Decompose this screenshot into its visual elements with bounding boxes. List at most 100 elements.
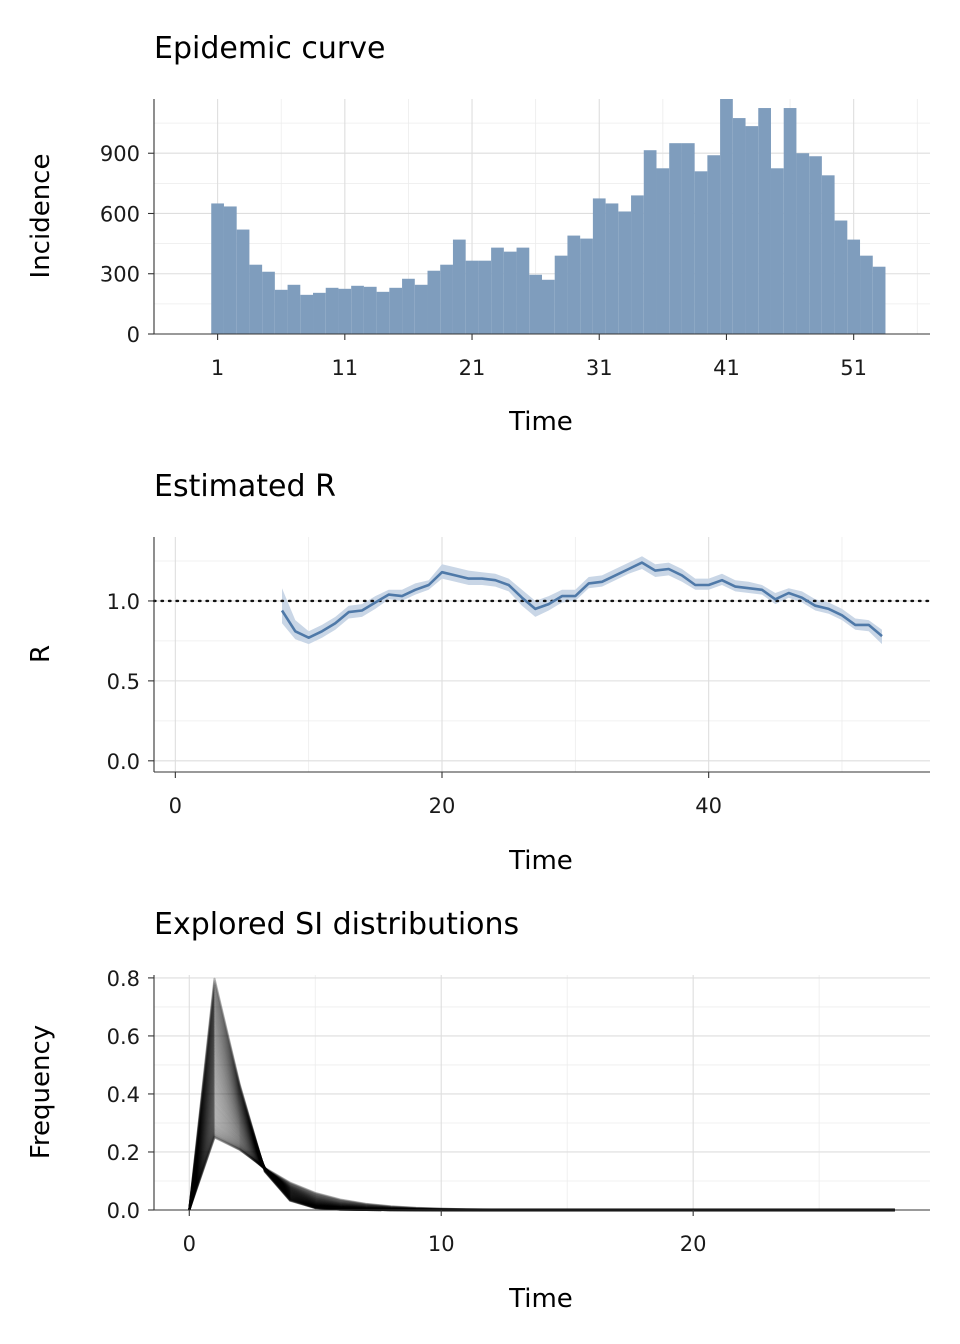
estimated-r-y-title: R — [26, 645, 56, 663]
y-tick-label: 0.5 — [107, 670, 140, 694]
incidence-bar — [376, 291, 390, 334]
incidence-bar — [732, 118, 746, 334]
incidence-bar — [414, 284, 428, 334]
incidence-bar — [592, 198, 606, 334]
incidence-bar — [478, 260, 492, 334]
incidence-bar — [847, 239, 861, 334]
y-tick-label: 0.8 — [107, 967, 140, 991]
epidemic-curve-title: Epidemic curve — [154, 31, 385, 66]
incidence-bar — [236, 229, 250, 334]
incidence-bar — [681, 143, 695, 334]
si-distribution-line — [188, 1032, 895, 1212]
incidence-bar — [465, 260, 479, 334]
x-tick-label: 31 — [586, 356, 613, 380]
incidence-bar — [351, 285, 364, 334]
incidence-bar — [656, 168, 670, 334]
estimated-r-ticks: 0 20 40 0.0 0.5 1.0 — [107, 590, 722, 818]
incidence-bar — [402, 278, 415, 334]
si-distributions-x-title: Time — [508, 1284, 573, 1314]
r-confidence-band — [282, 556, 882, 645]
incidence-bar — [707, 155, 721, 334]
incidence-bar — [300, 294, 314, 334]
si-distribution-line — [188, 990, 895, 1212]
si-distribution-line — [188, 1022, 895, 1212]
incidence-bar — [783, 108, 797, 335]
incidence-bar — [580, 238, 593, 334]
incidence-bar — [542, 279, 555, 334]
incidence-bar — [745, 126, 759, 334]
si-distribution-line — [188, 1019, 895, 1212]
si-distribution-line — [188, 1030, 895, 1212]
y-tick-label: 1.0 — [107, 590, 140, 614]
si-distribution-line — [188, 991, 895, 1212]
incidence-bar — [554, 255, 568, 334]
y-tick-label: 300 — [100, 263, 140, 287]
epidemic-curve-x-title: Time — [508, 407, 573, 437]
si-distribution-line — [188, 1005, 895, 1212]
x-tick-label: 0 — [169, 794, 182, 818]
y-tick-label: 900 — [100, 142, 140, 166]
si-distribution-line — [188, 1012, 895, 1212]
si-distribution-line — [188, 1010, 895, 1212]
incidence-bar — [211, 203, 224, 334]
incidence-bar — [669, 143, 682, 334]
r-mean-line — [280, 561, 883, 639]
incidence-bar — [770, 168, 784, 334]
incidence-bar — [631, 195, 644, 334]
incidence-bar — [872, 266, 886, 334]
si-distribution-line — [188, 1002, 895, 1212]
x-tick-label: 1 — [211, 356, 224, 380]
si-distribution-line — [188, 998, 895, 1212]
incidence-bar — [338, 288, 352, 334]
incidence-bar — [249, 264, 263, 334]
incidence-bar — [313, 292, 326, 334]
si-distribution-line — [188, 983, 895, 1212]
y-tick-label: 0 — [127, 323, 140, 347]
incidence-bar — [643, 150, 657, 334]
epidemic-curve-bars — [211, 99, 886, 335]
incidence-bar — [529, 274, 542, 334]
x-tick-label: 10 — [428, 1232, 455, 1256]
y-tick-label: 0.0 — [107, 1199, 140, 1223]
x-tick-label: 40 — [695, 794, 722, 818]
si-distributions-title: Explored SI distributions — [154, 907, 519, 942]
incidence-bar — [694, 171, 708, 334]
si-distribution-line — [188, 1009, 895, 1212]
incidence-bar — [516, 247, 530, 334]
si-distributions-y-title: Frequency — [26, 1025, 56, 1159]
estimated-r-panel: Estimated R 0 20 40 0.0 0.5 1.0 Time R — [26, 469, 932, 876]
si-distribution-line — [188, 997, 895, 1212]
incidence-bar — [491, 247, 504, 334]
incidence-bar — [618, 211, 632, 334]
x-tick-label: 21 — [459, 356, 486, 380]
incidence-bar — [834, 220, 848, 334]
incidence-bar — [452, 239, 466, 334]
si-distribution-line — [188, 1000, 895, 1212]
y-tick-label: 0.6 — [107, 1025, 140, 1049]
si-distribution-line — [188, 993, 895, 1212]
incidence-bar — [821, 175, 835, 334]
si-distribution-line — [188, 1025, 895, 1212]
incidence-bar — [287, 284, 301, 334]
incidence-bar — [758, 108, 771, 335]
incidence-bar — [720, 99, 733, 334]
incidence-bar — [274, 289, 288, 334]
si-distribution-line — [188, 988, 895, 1212]
incidence-bar — [605, 203, 619, 334]
x-tick-label: 41 — [713, 356, 740, 380]
incidence-bar — [796, 153, 810, 334]
si-distribution-line — [188, 979, 895, 1212]
incidence-bar — [567, 235, 581, 334]
x-tick-label: 0 — [183, 1232, 196, 1256]
si-distribution-line — [188, 984, 895, 1212]
si-distribution-line — [188, 981, 895, 1212]
incidence-bar — [325, 287, 339, 334]
y-tick-label: 0.2 — [107, 1141, 140, 1165]
incidence-bar — [389, 287, 403, 334]
si-distribution-line — [188, 1024, 895, 1212]
x-tick-label: 51 — [840, 356, 867, 380]
y-tick-label: 0.0 — [107, 750, 140, 774]
